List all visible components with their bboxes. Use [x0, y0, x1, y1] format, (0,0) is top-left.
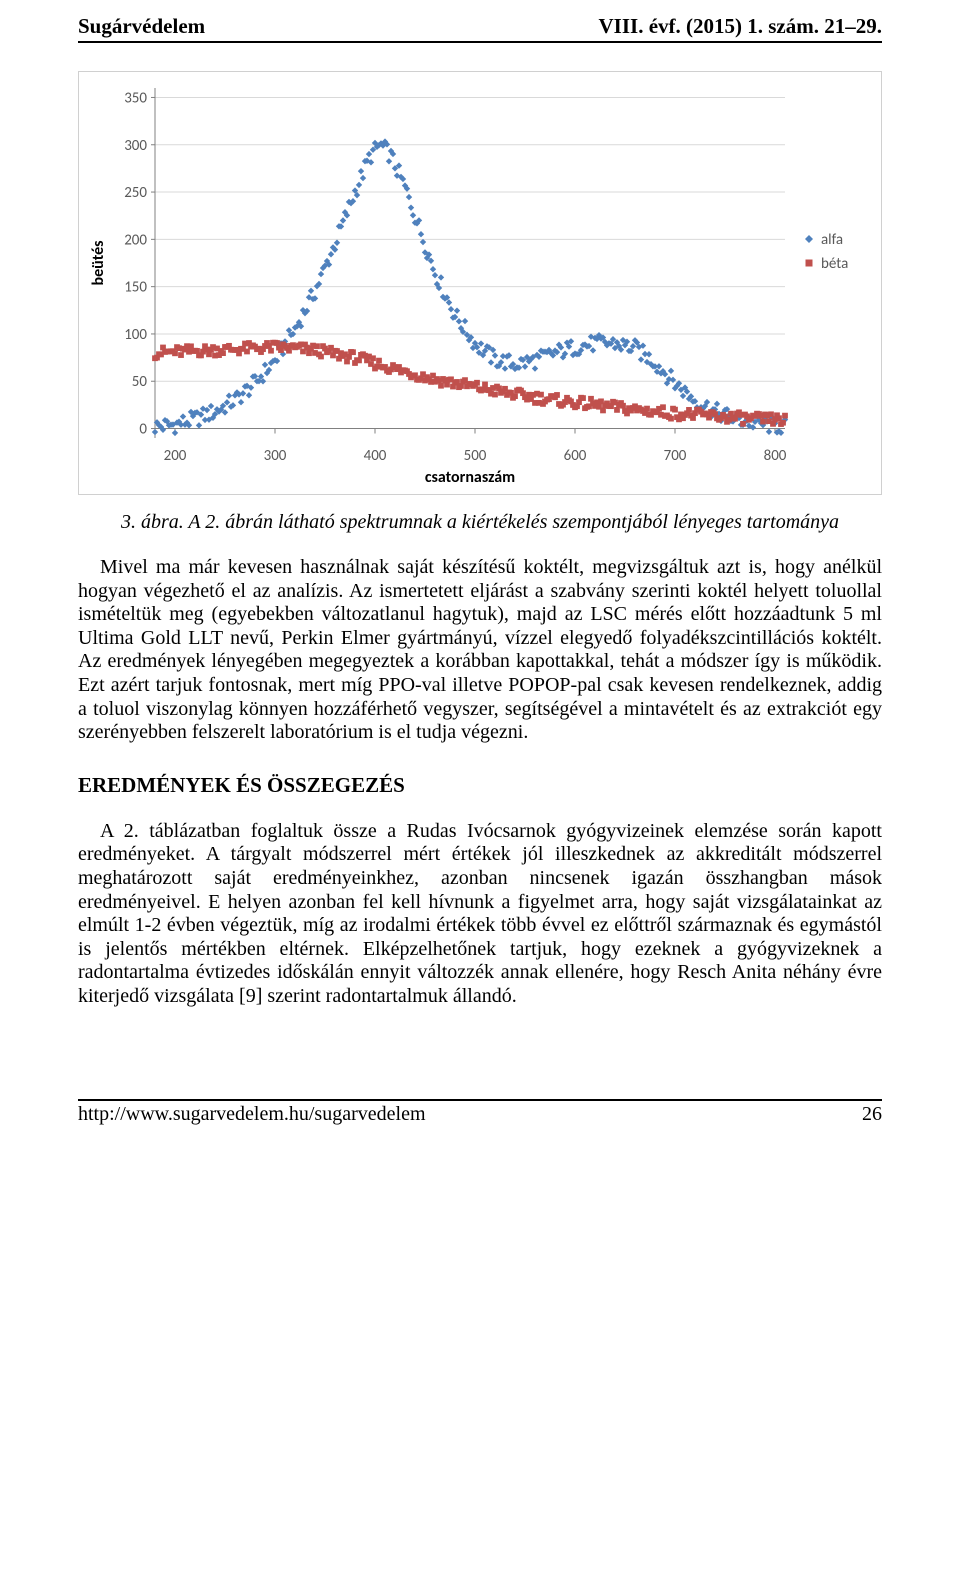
footer-url: http://www.sugarvedelem.hu/sugarvedelem: [78, 1103, 426, 1126]
page-header: Sugárvédelem VIII. évf. (2015) 1. szám. …: [78, 0, 882, 39]
svg-text:150: 150: [124, 279, 147, 297]
svg-text:700: 700: [664, 447, 687, 465]
svg-text:100: 100: [124, 326, 147, 344]
svg-text:250: 250: [124, 184, 147, 202]
spectrum-chart: 0 50 100 150 200 250 300 350 200 300 400 500 600 700 8…: [78, 71, 882, 495]
paragraph-methods: Mivel ma már kevesen használnak saját ké…: [78, 556, 882, 745]
svg-text:csatornaszám: csatornaszám: [425, 468, 515, 487]
svg-text:beütés: beütés: [89, 240, 108, 285]
svg-text:200: 200: [124, 231, 147, 249]
svg-text:300: 300: [264, 447, 287, 465]
svg-text:200: 200: [164, 447, 187, 465]
svg-text:béta: béta: [821, 255, 848, 273]
svg-text:0: 0: [139, 421, 147, 439]
svg-text:350: 350: [124, 89, 147, 107]
header-rule: [78, 41, 882, 43]
svg-text:800: 800: [764, 447, 787, 465]
svg-text:400: 400: [364, 447, 387, 465]
svg-text:50: 50: [132, 373, 148, 391]
section-heading-results: EREDMÉNYEK ÉS ÖSSZEGEZÉS: [78, 773, 882, 798]
svg-text:300: 300: [124, 137, 147, 155]
paragraph-results: A 2. táblázatban foglaltuk össze a Rudas…: [78, 820, 882, 1009]
header-left: Sugárvédelem: [78, 14, 205, 39]
svg-text:600: 600: [564, 447, 587, 465]
header-right: VIII. évf. (2015) 1. szám. 21–29.: [599, 14, 882, 39]
svg-text:alfa: alfa: [821, 231, 843, 249]
footer-page-number: 26: [862, 1103, 882, 1126]
chart-svg: 0 50 100 150 200 250 300 350 200 300 400 500 600 700 8…: [85, 78, 875, 488]
figure-caption: 3. ábra. A 2. ábrán látható spektrumnak …: [78, 511, 882, 534]
page-footer: http://www.sugarvedelem.hu/sugarvedelem …: [78, 1101, 882, 1138]
svg-text:500: 500: [464, 447, 487, 465]
